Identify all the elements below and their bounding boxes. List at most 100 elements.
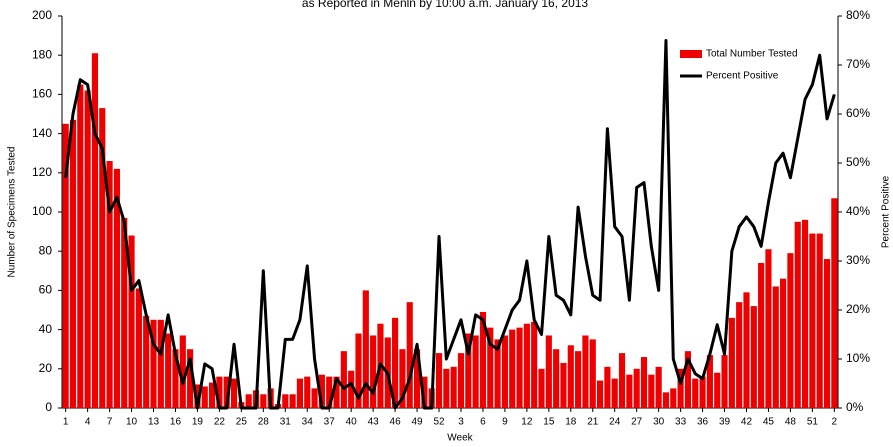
legend-swatch [680, 50, 702, 58]
y-tick-label: 140 [32, 126, 52, 140]
bar [340, 351, 347, 408]
y2-tick-label: 80% [846, 8, 870, 22]
bar [545, 335, 552, 408]
bar [677, 368, 684, 408]
bar [699, 376, 706, 408]
bar [370, 335, 377, 408]
x-tick-label: 34 [302, 417, 314, 428]
x-tick-label: 24 [609, 417, 621, 428]
bar [201, 386, 208, 408]
bar [296, 378, 303, 408]
bar [172, 349, 179, 408]
y2-tick-label: 60% [846, 106, 870, 120]
bar [809, 233, 816, 408]
bar [84, 90, 91, 408]
bar [223, 376, 230, 408]
bar [187, 349, 194, 408]
bar [714, 372, 721, 408]
x-tick-label: 15 [543, 417, 555, 428]
bar [245, 394, 252, 408]
bar [465, 333, 472, 408]
x-tick-label: 42 [741, 417, 753, 428]
bar [604, 366, 611, 408]
bar [509, 329, 516, 408]
bar [684, 351, 691, 408]
bar [728, 317, 735, 408]
bar [750, 306, 757, 408]
y2-tick-label: 10% [846, 351, 870, 365]
bar [472, 335, 479, 408]
bar [355, 333, 362, 408]
bar [443, 368, 450, 408]
x-tick-label: 18 [565, 417, 577, 428]
x-axis-label: Week [447, 433, 473, 444]
y-tick-label: 100 [32, 204, 52, 218]
y2-tick-label: 50% [846, 155, 870, 169]
y-tick-label: 120 [32, 165, 52, 179]
bar [326, 376, 333, 408]
bar [435, 353, 443, 408]
x-tick-label: 49 [411, 417, 423, 428]
x-tick-label: 6 [480, 417, 486, 428]
y-tick-label: 60 [39, 283, 53, 297]
bar [743, 292, 750, 408]
x-tick-label: 12 [521, 417, 533, 428]
bar [589, 339, 596, 408]
bar [633, 368, 640, 408]
x-tick-label: 30 [653, 417, 665, 428]
bar [567, 345, 574, 408]
x-tick-label: 7 [107, 417, 113, 428]
bar [121, 217, 128, 408]
legend-label: Percent Positive [706, 71, 779, 82]
x-tick-label: 4 [85, 417, 91, 428]
x-tick-label: 36 [697, 417, 709, 428]
bar [157, 319, 164, 408]
x-tick-label: 1 [63, 417, 69, 428]
x-tick-label: 3 [458, 417, 464, 428]
x-tick-label: 21 [587, 417, 599, 428]
x-tick-label: 16 [170, 417, 182, 428]
bar [165, 333, 172, 408]
bar [216, 376, 223, 408]
x-tick-label: 19 [192, 417, 204, 428]
bar [648, 374, 655, 408]
bar [348, 370, 355, 408]
bar [99, 108, 106, 409]
y-tick-label: 20 [39, 361, 53, 375]
y-axis-label: Number of Specimens Tested [7, 147, 18, 278]
line [64, 39, 836, 410]
bar [736, 302, 743, 408]
chart-title: as Reported in Menln by 10:00 a.m. Janua… [302, 0, 589, 10]
bar [487, 327, 494, 408]
bar [150, 319, 157, 408]
bar [421, 376, 428, 408]
bar [260, 394, 267, 408]
bar [194, 384, 201, 408]
bar [209, 382, 216, 408]
bar [655, 366, 662, 408]
bar [640, 357, 648, 408]
y2-tick-label: 20% [846, 302, 870, 316]
bar [106, 161, 113, 408]
x-tick-label: 45 [763, 417, 775, 428]
y2-tick-label: 30% [846, 253, 870, 267]
bar [304, 376, 311, 408]
bar [721, 355, 728, 408]
bar [392, 317, 399, 408]
bar [479, 311, 487, 408]
bar [801, 219, 809, 408]
x-tick-label: 51 [807, 417, 819, 428]
y-tick-label: 80 [39, 243, 53, 257]
bar [560, 362, 567, 408]
bar [333, 376, 340, 408]
x-tick-label: 46 [390, 417, 402, 428]
bar [289, 394, 296, 408]
bar [91, 53, 99, 409]
x-tick-label: 13 [148, 417, 160, 428]
bar [406, 302, 413, 408]
x-tick-label: 9 [502, 417, 508, 428]
x-tick-label: 31 [280, 417, 292, 428]
x-tick-label: 25 [236, 417, 248, 428]
y2-tick-label: 40% [846, 204, 870, 218]
